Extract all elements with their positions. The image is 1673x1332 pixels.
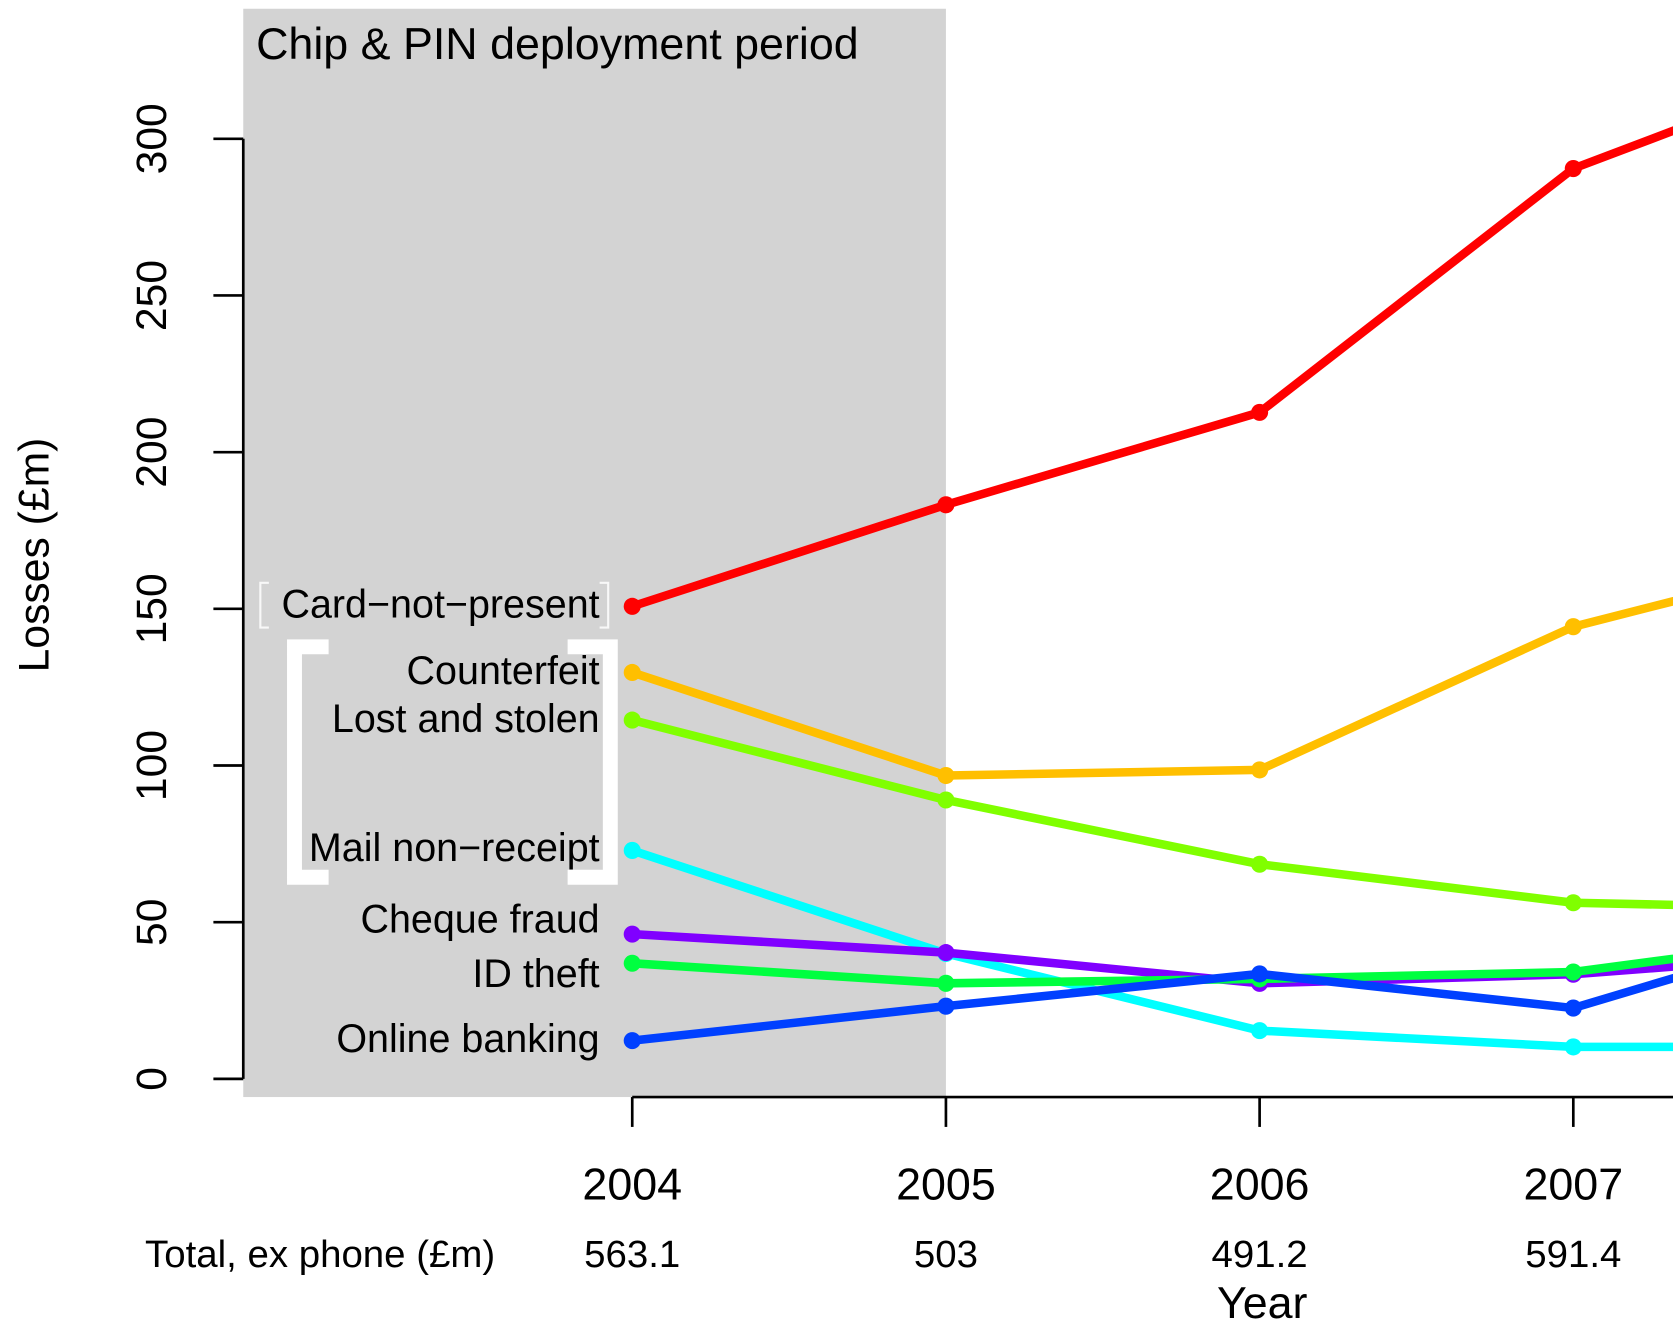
point	[937, 791, 954, 808]
series-label: Mail non−receipt	[309, 826, 600, 870]
chart: Chip & PIN deployment period Losses (£m)…	[0, 0, 1673, 1332]
point	[624, 926, 641, 943]
point	[1565, 160, 1582, 177]
point	[1565, 1038, 1582, 1055]
total-value: 591.4	[1525, 1233, 1621, 1276]
point	[624, 842, 641, 859]
point	[1565, 618, 1582, 635]
series-label: Online banking	[336, 1017, 599, 1061]
series-label: Lost and stolen	[332, 697, 600, 741]
total-value: 503	[914, 1233, 978, 1276]
series-label: Card−not−present	[281, 583, 599, 627]
y-tick-label: 50	[128, 898, 176, 945]
point	[1251, 761, 1268, 778]
y-axis-label: Losses (£m)	[11, 438, 59, 673]
series-label: Counterfeit	[407, 649, 600, 693]
totals-label: Total, ex phone (£m)	[145, 1233, 495, 1276]
point	[1251, 856, 1268, 873]
x-tick-label: 2004	[582, 1160, 682, 1210]
point	[1251, 965, 1268, 982]
point	[624, 712, 641, 729]
series-label: ID theft	[472, 952, 599, 996]
point	[937, 975, 954, 992]
point	[937, 998, 954, 1015]
shade-label: Chip & PIN deployment period	[256, 19, 859, 69]
x-tick-label: 2007	[1523, 1160, 1623, 1210]
point	[1251, 404, 1268, 421]
y-tick-label: 0	[128, 1067, 176, 1091]
point	[624, 955, 641, 972]
point	[937, 944, 954, 961]
x-axis-label: Year	[1217, 1278, 1308, 1328]
point	[937, 767, 954, 784]
series-label: Cheque fraud	[360, 897, 599, 941]
point	[624, 1032, 641, 1049]
point	[624, 664, 641, 681]
y-tick-label: 100	[128, 730, 176, 801]
page: {"chart_data": { "type": "line", "x_labe…	[0, 0, 1673, 1332]
y-tick-label: 300	[128, 103, 176, 174]
point	[1251, 1022, 1268, 1039]
x-tick-label: 2006	[1210, 1160, 1310, 1210]
point	[1565, 894, 1582, 911]
total-value: 563.1	[584, 1233, 680, 1276]
y-tick-label: 200	[128, 417, 176, 488]
point	[937, 496, 954, 513]
y-tick-label: 250	[128, 260, 176, 331]
total-value: 491.2	[1212, 1233, 1308, 1276]
point	[1565, 1000, 1582, 1017]
x-tick-label: 2005	[896, 1160, 996, 1210]
point	[1565, 963, 1582, 980]
y-tick-label: 150	[128, 573, 176, 644]
point	[624, 598, 641, 615]
